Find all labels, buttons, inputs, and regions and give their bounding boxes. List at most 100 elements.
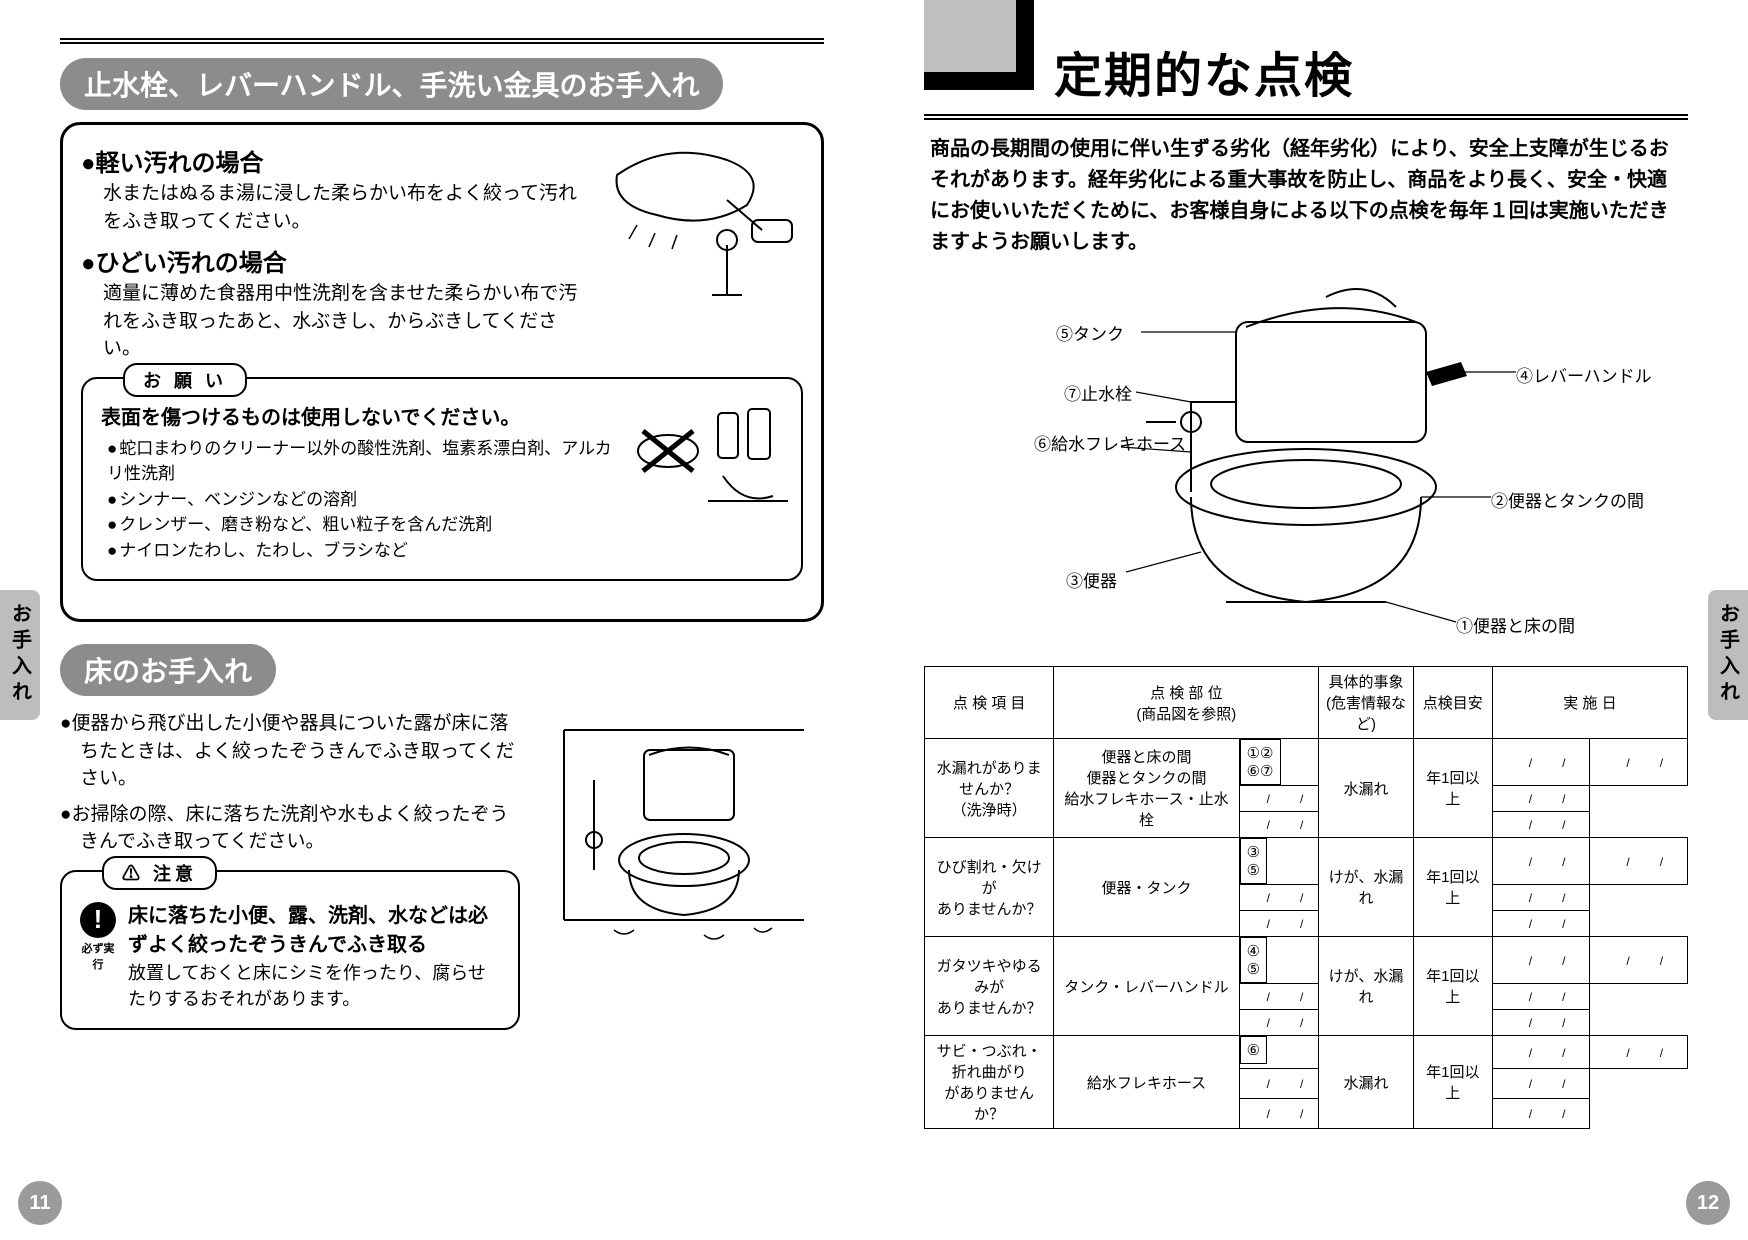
caution-text: 床に落ちた小便、露、洗剤、水などは必ずよく絞ったぞうきんでふき取る 放置しておく… (128, 902, 500, 1012)
cell-date[interactable]: / / (1239, 812, 1319, 838)
diagram-label-4: ④レバーハンドル (1516, 362, 1652, 387)
floor-para-2: ●お掃除の際、床に落ちた洗剤や水もよく絞ったぞうきんでふき取ってください。 (60, 801, 520, 856)
cell-part: 給水フレキホース (1054, 1036, 1239, 1129)
cell-part: タンク・レバーハンドル (1054, 937, 1239, 1036)
page-number-left: 11 (18, 1181, 62, 1225)
cell-date[interactable]: / / (1590, 1036, 1688, 1069)
cell-nums: ④⑤ (1240, 937, 1267, 983)
must-do-icon: ! 必ず実行 (80, 902, 116, 972)
cell-date[interactable]: / / (1239, 984, 1319, 1010)
th-freq: 点検目安 (1413, 667, 1492, 739)
cell-freq: 年1回以上 (1413, 838, 1492, 937)
must-do-label: 必ず実行 (80, 940, 116, 972)
cell-date[interactable]: / / (1492, 786, 1590, 812)
cell-item: ガタツキやゆるみがありませんか？ (925, 937, 1054, 1036)
diagram-label-2: ②便器とタンクの間 (1491, 487, 1644, 512)
cell-date[interactable]: / / (1492, 937, 1590, 984)
th-item: 点 検 項 目 (925, 667, 1054, 739)
right-intro: 商品の長期間の使用に伴い生ずる劣化（経年劣化）により、安全上支障が生じるおそれが… (930, 134, 1682, 258)
right-title-wrap: 定期的な点検 (924, 30, 1688, 110)
cell-date[interactable]: / / (1492, 984, 1590, 1010)
cell-date[interactable]: / / (1492, 812, 1590, 838)
cell-item: 水漏れがありませんか？（洗浄時） (925, 739, 1054, 838)
notice-lead: 表面を傷つけるものは使用しないでください。 (101, 401, 621, 430)
cell-freq: 年1回以上 (1413, 937, 1492, 1036)
cell-date[interactable]: / / (1239, 911, 1319, 937)
heavy-dirt-title: ●ひどい汚れの場合 (81, 243, 581, 278)
cell-date[interactable]: / / (1239, 1069, 1319, 1099)
th-part: 点 検 部 位(商品図を参照) (1054, 667, 1319, 739)
th-event: 具体的事象(危害情報など) (1319, 667, 1413, 739)
light-dirt-body: 水またはぬるま湯に浸した柔らかい布をよく絞って汚れをふき取ってください。 (103, 180, 581, 235)
diagram-label-7: ⑦止水栓 (1064, 380, 1132, 405)
caution-body: 放置しておくと床にシミを作ったり、腐らせたりするおそれがあります。 (128, 960, 500, 1012)
right-title: 定期的な点検 (1054, 36, 1354, 106)
floor-para-1: ●便器から飛び出した小便や器具についた露が床に落ちたときは、よく絞ったぞうきんで… (60, 710, 520, 793)
page-left: お手入れ 11 止水栓、レバーハンドル、手洗い金具のお手入れ (0, 0, 874, 1240)
cell-event: 水漏れ (1319, 1036, 1413, 1129)
toilet-diagram: ⑤タンク ⑦止水栓 ⑥給水フレキホース ③便器 ①便器と床の間 ②便器とタンクの… (1026, 272, 1586, 652)
table-row: サビ・つぶれ・折れ曲がりがありませんか？給水フレキホース⑥水漏れ年1回以上 / … (925, 1036, 1688, 1069)
cell-date[interactable]: / / (1492, 1069, 1590, 1099)
inspection-table: 点 検 項 目 点 検 部 位(商品図を参照) 具体的事象(危害情報など) 点検… (924, 666, 1688, 1129)
diagram-label-1: ①便器と床の間 (1456, 612, 1575, 637)
cell-date[interactable]: / / (1492, 885, 1590, 911)
cell-event: けが、水漏れ (1319, 838, 1413, 937)
table-row: 水漏れがありませんか？（洗浄時）便器と床の間便器とタンクの間給水フレキホース・止… (925, 739, 1688, 786)
diagram-label-5: ⑤タンク (1056, 320, 1124, 345)
cell-event: けが、水漏れ (1319, 937, 1413, 1036)
cell-nums: ③⑤ (1240, 838, 1267, 884)
th-date: 実 施 日 (1492, 667, 1687, 739)
prohibited-items-illustration (623, 401, 793, 521)
caution-bold: 床に落ちた小便、露、洗剤、水などは必ずよく絞ったぞうきんでふき取る (128, 902, 500, 960)
cell-date[interactable]: / / (1492, 911, 1590, 937)
toilet-floor-illustration (554, 720, 814, 980)
cell-part: 便器・タンク (1054, 838, 1239, 937)
heavy-dirt-body: 適量に薄めた食器用中性洗剤を含ませた柔らかい布で汚れをふき取ったあと、水ぶきし、… (103, 280, 581, 363)
cell-date[interactable]: / / (1239, 1010, 1319, 1036)
cell-nums: ①②⑥⑦ (1240, 739, 1281, 785)
cell-item: ひび割れ・欠けがありませんか？ (925, 838, 1054, 937)
diagram-label-3: ③便器 (1066, 567, 1117, 592)
page-right: お手入れ 12 定期的な点検 商品の長期間の使用に伴い生ずる劣化（経年劣化）によ… (874, 0, 1748, 1240)
section1-heading: 止水栓、レバーハンドル、手洗い金具のお手入れ (60, 58, 723, 110)
page-number-right: 12 (1686, 1181, 1730, 1225)
cell-date[interactable]: / / (1239, 786, 1319, 812)
table-header-row: 点 検 項 目 点 検 部 位(商品図を参照) 具体的事象(危害情報など) 点検… (925, 667, 1688, 739)
cell-freq: 年1回以上 (1413, 1036, 1492, 1129)
notice-box: お 願 い (81, 377, 803, 582)
section-floor-care: 床のお手入れ (60, 644, 824, 1030)
top-rule-right (924, 114, 1688, 120)
cell-part: 便器と床の間便器とタンクの間給水フレキホース・止水栓 (1054, 739, 1239, 838)
section-valve-care: 止水栓、レバーハンドル、手洗い金具のお手入れ (60, 58, 824, 622)
cell-date[interactable]: / / (1590, 838, 1688, 885)
faucet-cleaning-illustration (577, 135, 807, 305)
cell-date[interactable]: / / (1590, 739, 1688, 786)
cell-date[interactable]: / / (1590, 937, 1688, 984)
cell-freq: 年1回以上 (1413, 739, 1492, 838)
notice-item-4: ナイロンたわし、たわし、ブラシなど (107, 538, 621, 564)
notice-item-2: シンナー、ベンジンなどの溶剤 (107, 487, 621, 513)
notice-tab: お 願 い (123, 363, 247, 397)
caution-tab: ⚠ 注意 (102, 856, 217, 890)
cell-date[interactable]: / / (1239, 1099, 1319, 1129)
caution-box: ⚠ 注意 ! 必ず実行 床に落ちた小便、露、洗剤、水などは必ずよく絞ったぞうきん… (60, 870, 520, 1030)
cell-date[interactable]: / / (1492, 838, 1590, 885)
cell-date[interactable]: / / (1492, 1010, 1590, 1036)
cell-date[interactable]: / / (1492, 739, 1590, 786)
side-tab-right: お手入れ (1708, 590, 1748, 720)
top-rule-left (60, 38, 824, 44)
table-row: ひび割れ・欠けがありませんか？便器・タンク③⑤けが、水漏れ年1回以上 / / /… (925, 838, 1688, 885)
side-tab-left: お手入れ (0, 590, 40, 720)
valve-care-box: ●軽い汚れの場合 水またはぬるま湯に浸した柔らかい布をよく絞って汚れをふき取って… (60, 122, 824, 622)
cell-date[interactable]: / / (1492, 1036, 1590, 1069)
cell-item: サビ・つぶれ・折れ曲がりがありませんか？ (925, 1036, 1054, 1129)
light-dirt-title: ●軽い汚れの場合 (81, 143, 581, 178)
notice-item-1: 蛇口まわりのクリーナー以外の酸性洗剤、塩素系漂白剤、アルカリ性洗剤 (107, 436, 621, 487)
section2-heading: 床のお手入れ (60, 644, 276, 696)
cell-date[interactable]: / / (1492, 1099, 1590, 1129)
cell-event: 水漏れ (1319, 739, 1413, 838)
cell-date[interactable]: / / (1239, 885, 1319, 911)
title-corner-tab (924, 0, 1034, 90)
cell-nums: ⑥ (1240, 1036, 1267, 1064)
